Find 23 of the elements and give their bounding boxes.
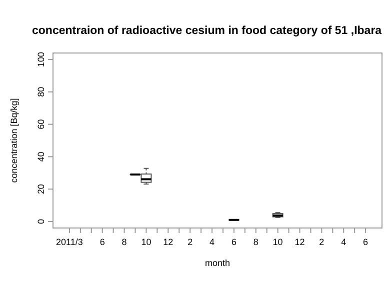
y-tick-label: 40 (36, 152, 46, 162)
y-axis-title: concentration [Bq/kg] (9, 98, 19, 183)
y-tick-label: 20 (36, 184, 46, 194)
x-tick-label: 6 (100, 237, 105, 247)
x-tick-label: 12 (294, 237, 305, 247)
x-tick-label: 6 (231, 237, 236, 247)
x-tick-label: 4 (341, 237, 346, 247)
x-tick-label: 2011/3 (56, 237, 83, 247)
x-tick-label: 4 (210, 237, 215, 247)
x-tick-label: 8 (122, 237, 127, 247)
x-tick-label: 6 (363, 237, 368, 247)
x-tick-label: 12 (163, 237, 174, 247)
x-axis-title: month (204, 258, 230, 268)
chart-title: concentraion of radioactive cesium in food category of 51 ,Ibara (32, 25, 382, 37)
x-tick-label: 10 (272, 237, 283, 247)
y-tick-label: 60 (36, 119, 46, 130)
y-tick-label: 80 (36, 86, 46, 97)
x-tick-label: 2 (188, 237, 193, 247)
y-tick-label: 100 (36, 52, 46, 67)
y-tick-label: 0 (36, 219, 46, 224)
x-tick-label: 10 (141, 237, 152, 247)
x-tick-label: 2 (319, 237, 324, 247)
x-tick-label: 8 (253, 237, 258, 247)
